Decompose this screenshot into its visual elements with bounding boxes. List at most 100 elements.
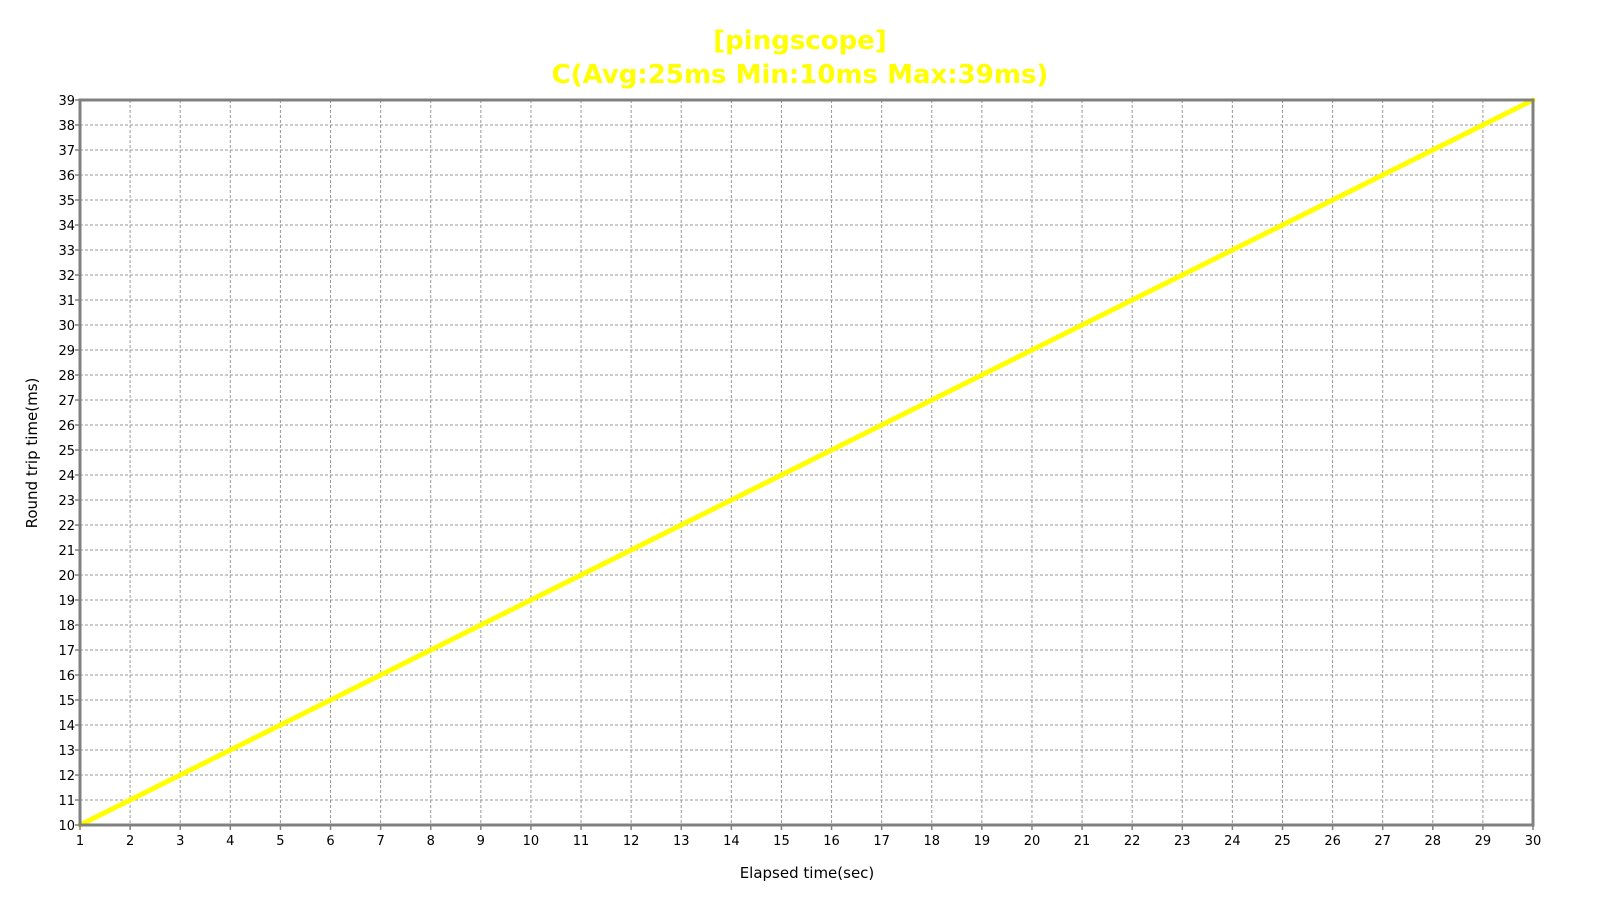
x-tick-label: 12 <box>623 834 640 849</box>
y-tick-label: 38 <box>58 119 75 134</box>
y-tick-label: 26 <box>58 419 75 434</box>
x-tick-label: 13 <box>673 834 690 849</box>
y-axis-label: Round trip time(ms) <box>23 378 41 529</box>
data-point <box>1029 347 1035 353</box>
data-point <box>1279 222 1285 228</box>
y-tick-label: 36 <box>58 169 75 184</box>
y-tick-label: 39 <box>58 94 75 109</box>
y-axis: 10 11 12 13 14 15 16 17 18 19 20 21 22 23 24 25 26 27 28 29… <box>58 94 80 834</box>
y-tick-label: 28 <box>58 369 75 384</box>
data-point <box>678 522 684 528</box>
y-tick-label: 16 <box>58 669 75 684</box>
data-point <box>1480 122 1486 128</box>
chart-subtitle: C(Avg:25ms Min:10ms Max:39ms) <box>552 60 1049 90</box>
x-tick-label: 6 <box>326 834 334 849</box>
x-tick-label: 5 <box>276 834 284 849</box>
data-point <box>528 597 534 603</box>
y-tick-label: 27 <box>58 394 75 409</box>
data-point <box>127 797 133 803</box>
y-tick-label: 25 <box>58 444 75 459</box>
y-tick-label: 34 <box>58 219 75 234</box>
y-tick-label: 18 <box>58 619 75 634</box>
y-tick-label: 32 <box>58 269 75 284</box>
x-tick-label: 21 <box>1074 834 1091 849</box>
y-tick-label: 11 <box>58 794 75 809</box>
y-tick-label: 22 <box>58 519 75 534</box>
x-tick-label: 28 <box>1425 834 1442 849</box>
data-point <box>378 672 384 678</box>
x-tick-label: 16 <box>823 834 840 849</box>
y-tick-label: 29 <box>58 344 75 359</box>
y-tick-label: 14 <box>58 719 75 734</box>
data-point <box>829 447 835 453</box>
x-tick-label: 10 <box>523 834 540 849</box>
data-point <box>177 772 183 778</box>
x-tick-label: 11 <box>573 834 590 849</box>
x-tick-label: 29 <box>1475 834 1492 849</box>
x-tick-label: 22 <box>1124 834 1141 849</box>
x-tick-label: 18 <box>923 834 940 849</box>
x-tick-label: 20 <box>1024 834 1041 849</box>
data-point <box>328 697 334 703</box>
data-point <box>1179 272 1185 278</box>
y-tick-label: 19 <box>58 594 75 609</box>
x-tick-label: 1 <box>76 834 84 849</box>
data-point <box>879 422 885 428</box>
data-point <box>578 572 584 578</box>
data-point <box>728 497 734 503</box>
data-point <box>1330 197 1336 203</box>
y-tick-label: 17 <box>58 644 75 659</box>
grid <box>80 100 1533 825</box>
y-tick-label: 12 <box>58 769 75 784</box>
y-tick-label: 24 <box>58 469 75 484</box>
x-tick-label: 15 <box>773 834 790 849</box>
data-point <box>1430 147 1436 153</box>
x-tick-label: 14 <box>723 834 740 849</box>
x-tick-label: 2 <box>126 834 134 849</box>
y-tick-label: 15 <box>58 694 75 709</box>
data-point <box>478 622 484 628</box>
x-tick-label: 7 <box>376 834 384 849</box>
x-tick-label: 17 <box>873 834 890 849</box>
x-tick-label: 19 <box>974 834 991 849</box>
chart-title: [pingscope] <box>713 26 886 56</box>
y-tick-label: 23 <box>58 494 75 509</box>
plot-frame <box>78 98 1535 827</box>
x-tick-label: 3 <box>176 834 184 849</box>
data-point <box>979 372 985 378</box>
series-line <box>77 97 1536 828</box>
series-layer <box>77 97 1536 828</box>
y-tick-label: 13 <box>58 744 75 759</box>
x-tick-label: 8 <box>427 834 435 849</box>
y-tick-label: 37 <box>58 144 75 159</box>
x-tick-label: 24 <box>1224 834 1241 849</box>
x-tick-label: 4 <box>226 834 234 849</box>
x-tick-label: 23 <box>1174 834 1191 849</box>
data-point <box>1129 297 1135 303</box>
y-tick-label: 10 <box>58 819 75 834</box>
data-point <box>277 722 283 728</box>
data-point <box>929 397 935 403</box>
y-tick-label: 31 <box>58 294 75 309</box>
x-axis-label: Elapsed time(sec) <box>740 864 875 882</box>
data-point <box>1380 172 1386 178</box>
data-point <box>227 747 233 753</box>
y-tick-label: 35 <box>58 194 75 209</box>
x-tick-label: 26 <box>1324 834 1341 849</box>
data-point <box>1079 322 1085 328</box>
x-tick-label: 9 <box>477 834 485 849</box>
data-point <box>628 547 634 553</box>
data-point <box>428 647 434 653</box>
y-tick-label: 30 <box>58 319 75 334</box>
y-tick-label: 21 <box>58 544 75 559</box>
y-tick-label: 20 <box>58 569 75 584</box>
x-tick-label: 25 <box>1274 834 1291 849</box>
x-tick-label: 27 <box>1374 834 1391 849</box>
x-axis: 1 2 3 4 5 6 7 8 9 10 11 12 13 14 15 16 17 18 19 20 21 22 23 24 2… <box>76 825 1541 849</box>
data-point <box>778 472 784 478</box>
data-point <box>1229 247 1235 253</box>
y-tick-label: 33 <box>58 244 75 259</box>
x-tick-label: 30 <box>1525 834 1542 849</box>
